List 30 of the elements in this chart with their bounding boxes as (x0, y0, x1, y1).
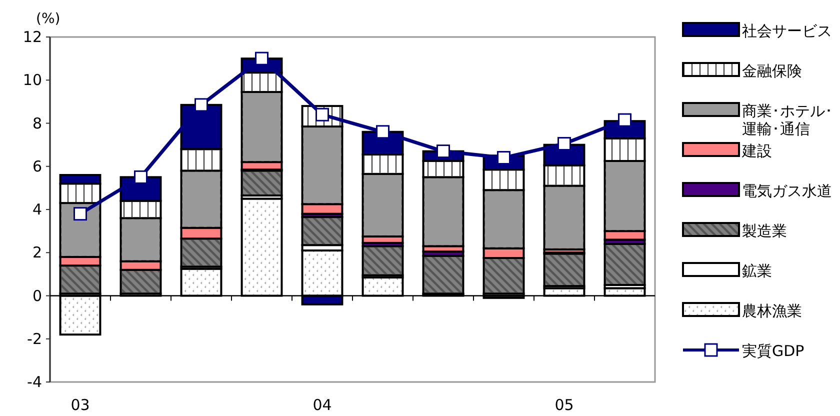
y-tick-label: 2 (32, 244, 42, 262)
x-tick-label: 04 (312, 396, 332, 414)
legend-鉱業: 鉱業 (682, 262, 772, 280)
legend-商業･ホテル･運輸･通信: 商業･ホテル･運輸･通信 (682, 102, 833, 138)
legend-label: 電気ガス水道 (742, 182, 832, 200)
legend-建設: 建設 (682, 142, 772, 160)
y-tick-label: 10 (22, 71, 42, 90)
legend-電気ガス水道: 電気ガス水道 (682, 182, 832, 200)
y-tick-label: 12 (22, 28, 42, 46)
legend-製造業: 製造業 (682, 222, 787, 240)
y-tick-label: 6 (32, 157, 42, 176)
x-tick-label: 05 (554, 396, 574, 414)
y-tick-label: -2 (27, 330, 42, 348)
legend-label: 商業･ホテル･運輸･通信 (742, 102, 833, 138)
legend-label: 実質GDP (742, 342, 804, 360)
y-axis-title: (%) (36, 11, 60, 27)
legend-農林漁業: 農林漁業 (682, 302, 802, 320)
legend-社会サービス: 社会サービス (682, 22, 832, 40)
y-tick-label: 0 (32, 286, 42, 305)
y-tick-label: 8 (32, 114, 42, 132)
legend-label: 製造業 (742, 222, 787, 240)
x-tick-label: 03 (70, 396, 90, 414)
y-tick-label: 4 (32, 200, 42, 218)
legend-金融保険: 金融保険 (682, 62, 802, 80)
y-tick-label: -4 (27, 373, 42, 391)
legend-label: 建設 (741, 142, 772, 160)
legend-label: 金融保険 (742, 62, 802, 80)
legend-label: 鉱業 (742, 262, 772, 280)
legend-label: 農林漁業 (742, 302, 802, 320)
legend-label: 社会サービス (742, 22, 832, 40)
